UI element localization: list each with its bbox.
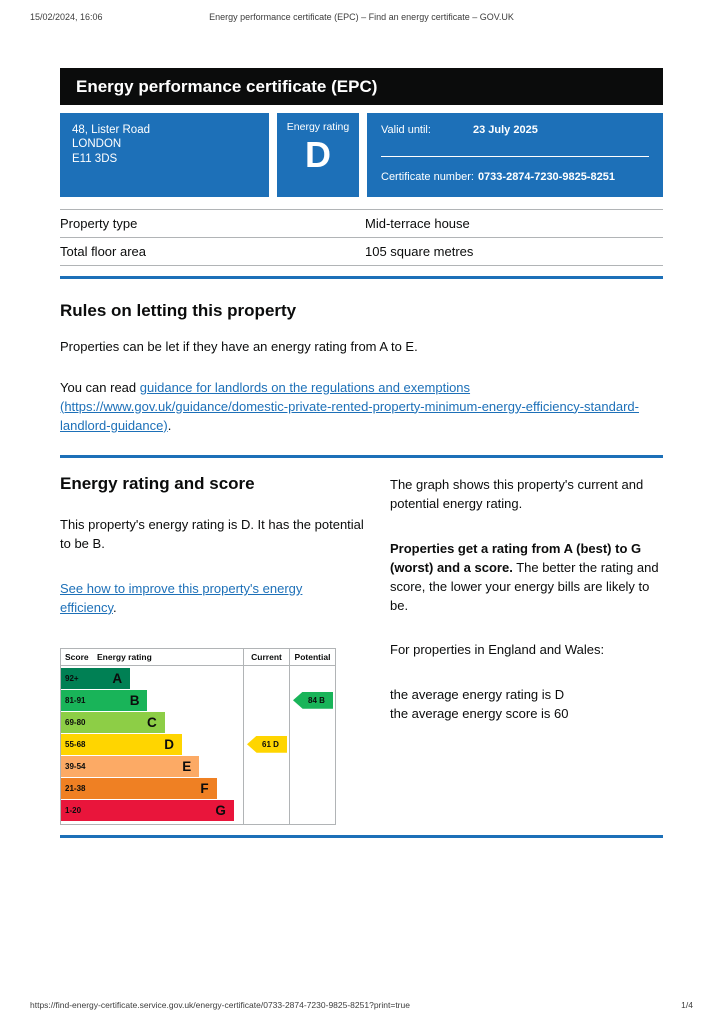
print-page-title: Energy performance certificate (EPC) – F… xyxy=(209,12,514,22)
epc-band-score: 1-20 xyxy=(65,805,82,815)
epc-band-row-a: 92+ A xyxy=(61,667,243,689)
potential-rating-column: 84 B xyxy=(289,665,335,824)
floor-area-value: 105 square metres xyxy=(365,244,474,259)
epc-band-score: 55-68 xyxy=(65,739,86,749)
validity-box: Valid until: 23 July 2025 Certificate nu… xyxy=(367,113,663,197)
valid-until-label: Valid until: xyxy=(381,124,431,136)
section-divider xyxy=(60,276,663,279)
improve-link-suffix: . xyxy=(113,599,117,615)
epc-band-row-c: 69-80 C xyxy=(61,711,243,733)
epc-band-bar-c: 69-80 C xyxy=(61,711,165,733)
epc-band-letter: D xyxy=(164,736,175,752)
improve-paragraph: See how to improve this property's energ… xyxy=(60,580,360,618)
rating-scale-paragraph: Properties get a rating from A (best) to… xyxy=(390,540,663,615)
rating-bands: 92+ A 81-91 B 69-80 C 55-68 D 39-54 E 21-38 F 1-20 G xyxy=(61,666,243,824)
rating-summary-paragraph: This property's energy rating is D. It h… xyxy=(60,517,364,552)
average-score-line: the average energy score is 60 xyxy=(390,706,569,722)
certificate-document: Energy performance certificate (EPC) 48,… xyxy=(60,68,663,838)
current-rating-column: 61 D xyxy=(243,665,289,824)
energy-rating-graph: Score Energy rating Current Potential 92… xyxy=(60,647,336,825)
property-summary-table: Property type Mid-terrace house Total fl… xyxy=(60,209,663,266)
epc-band-bar-d: 55-68 D xyxy=(61,733,183,755)
guidance-link-suffix: . xyxy=(167,417,172,433)
epc-band-letter: B xyxy=(129,692,140,708)
print-datetime: 15/02/2024, 16:06 xyxy=(30,12,103,22)
epc-band-bar-b: 81-91 B xyxy=(61,689,148,711)
rating-left-column: Energy rating and score This property's … xyxy=(60,460,390,825)
energy-rating-column-header: Energy rating xyxy=(97,651,152,662)
graph-explanation-paragraph: The graph shows this property's current … xyxy=(390,477,644,512)
rating-section-heading: Energy rating and score xyxy=(60,474,255,494)
potential-column-header: Potential xyxy=(289,648,335,665)
improve-efficiency-link[interactable]: See how to improve this property's energ… xyxy=(60,581,303,615)
certificate-number-value: 0733-2874-7230-9825-8251 xyxy=(477,171,615,183)
rules-paragraph: Properties can be let if they have an en… xyxy=(60,339,418,354)
certificate-number-label: Certificate number: xyxy=(381,171,474,183)
address-line-2: LONDON xyxy=(72,138,122,151)
epc-band-score: 69-80 xyxy=(65,717,86,727)
section-divider xyxy=(60,834,663,838)
landlord-guidance-link[interactable]: guidance for landlords on the regulation… xyxy=(60,379,639,433)
epc-band-score: 21-38 xyxy=(65,783,86,793)
averages-block: the average energy rating is D the avera… xyxy=(390,686,663,724)
graph-header-row: Score Energy rating Current Potential xyxy=(61,648,335,666)
page-indicator: 1/4 xyxy=(681,1000,693,1010)
print-footer-url: https://find-energy-certificate.service.… xyxy=(30,1000,410,1010)
valid-until-row: Valid until: 23 July 2025 xyxy=(381,124,649,157)
property-type-label: Property type xyxy=(60,216,138,231)
rating-right-column: The graph shows this property's current … xyxy=(390,460,663,824)
section-divider xyxy=(60,455,663,459)
epc-band-score: 81-91 xyxy=(65,695,86,705)
browser-print-footer: https://find-energy-certificate.service.… xyxy=(30,1000,693,1010)
epc-band-letter: C xyxy=(146,714,157,730)
epc-band-letter: E xyxy=(182,758,192,774)
rating-scale-rest-text: The better the rating and score, the low… xyxy=(390,559,659,613)
england-wales-paragraph: For properties in England and Wales: xyxy=(390,642,605,658)
energy-rating-box: Energy rating D xyxy=(277,113,359,197)
score-column-header: Score xyxy=(65,651,89,662)
epc-band-row-g: 1-20 G xyxy=(61,799,243,821)
epc-band-bar-e: 39-54 E xyxy=(61,755,200,777)
epc-band-letter: F xyxy=(200,780,209,796)
epc-band-bar-a: 92+ A xyxy=(61,667,131,689)
address-line-1: 48, Lister Road xyxy=(72,124,150,136)
graph-body: 92+ A 81-91 B 69-80 C 55-68 D 39-54 E 21-38 F 1-20 G … xyxy=(61,665,335,824)
epc-band-letter: A xyxy=(112,670,123,686)
potential-rating-arrow: 84 B xyxy=(293,691,333,709)
epc-band-score: 39-54 xyxy=(65,761,86,771)
average-rating-line: the average energy rating is D xyxy=(390,687,565,703)
current-rating-arrow: 61 D xyxy=(247,735,287,753)
energy-rating-label: Energy rating xyxy=(286,121,350,133)
rating-and-score-section: Energy rating and score This property's … xyxy=(60,460,663,825)
property-type-value: Mid-terrace house xyxy=(365,216,470,231)
valid-until-value: 23 July 2025 xyxy=(473,124,538,136)
epc-band-row-d: 55-68 D xyxy=(61,733,243,755)
table-row: Total floor area 105 square metres xyxy=(60,237,663,266)
epc-band-bar-g: 1-20 G xyxy=(61,799,234,821)
epc-band-letter: G xyxy=(215,802,226,818)
epc-band-row-f: 21-38 F xyxy=(61,777,243,799)
page-title: Energy performance certificate (EPC) xyxy=(76,76,378,96)
floor-area-label: Total floor area xyxy=(60,244,146,259)
rating-scale-bold-text: Properties get a rating from A (best) to… xyxy=(390,541,642,575)
rules-section-heading: Rules on letting this property xyxy=(60,301,297,320)
certificate-title-bar: Energy performance certificate (EPC) xyxy=(60,68,663,105)
epc-band-bar-f: 21-38 F xyxy=(61,777,217,799)
property-address: 48, Lister Road LONDON E11 3DS xyxy=(60,113,269,197)
energy-rating-value: D xyxy=(305,134,331,175)
address-line-3: E11 3DS xyxy=(72,152,118,165)
current-column-header: Current xyxy=(243,648,289,665)
rules-guidance-paragraph: You can read guidance for landlords on t… xyxy=(60,379,663,436)
epc-band-row-b: 81-91 B xyxy=(61,689,243,711)
epc-band-score: 92+ xyxy=(65,673,79,683)
certificate-number-row: Certificate number: 0733-2874-7230-9825-8… xyxy=(381,171,649,183)
table-row: Property type Mid-terrace house xyxy=(60,209,663,237)
certificate-summary-banner: 48, Lister Road LONDON E11 3DS Energy ra… xyxy=(60,113,663,197)
epc-band-row-e: 39-54 E xyxy=(61,755,243,777)
guidance-link-prefix: You can read xyxy=(60,379,140,395)
